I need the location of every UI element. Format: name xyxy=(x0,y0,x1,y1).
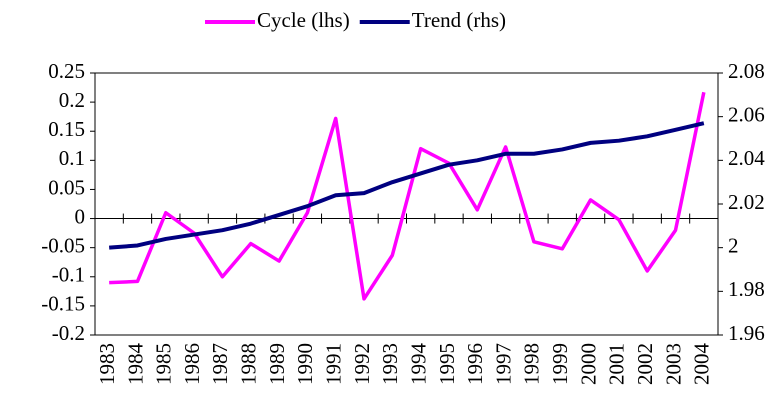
y-tick-label: 0.05 xyxy=(48,175,85,199)
x-tick-label: 1988 xyxy=(237,343,261,385)
y2-tick-label: 1.96 xyxy=(728,321,765,345)
series-line xyxy=(109,91,706,301)
y-tick-label: -0.1 xyxy=(52,263,85,287)
y-tick-label: 0.1 xyxy=(59,146,85,170)
x-tick-label: 2002 xyxy=(633,343,657,385)
legend-label: Cycle (lhs) xyxy=(257,8,350,32)
y2-tick-label: 2.08 xyxy=(728,59,765,83)
x-tick-label: 1998 xyxy=(520,343,544,385)
x-tick-label: 1993 xyxy=(378,343,402,385)
y2-tick-label: 2 xyxy=(728,233,739,257)
y2-tick-label: 2.02 xyxy=(728,190,765,214)
x-tick-label: 2000 xyxy=(576,343,600,385)
x-tick-label: 1990 xyxy=(293,343,317,385)
y2-tick-label: 2.06 xyxy=(728,102,765,126)
x-tick-label: 1994 xyxy=(406,343,430,386)
x-tick-label: 1997 xyxy=(491,343,515,385)
x-tick-label: 1992 xyxy=(350,343,374,385)
x-tick-label: 1986 xyxy=(180,343,204,385)
y-tick-label: -0.2 xyxy=(52,321,85,345)
series-line xyxy=(109,121,705,250)
x-tick-label: 1996 xyxy=(463,343,487,385)
y2-tick-label: 1.98 xyxy=(728,277,765,301)
x-tick-label: 1983 xyxy=(95,343,119,385)
y-tick-label: -0.15 xyxy=(41,292,85,316)
y-tick-label: 0.25 xyxy=(48,59,85,83)
y-tick-label: 0 xyxy=(75,204,86,228)
x-tick-label: 2004 xyxy=(690,343,714,386)
x-tick-label: 1999 xyxy=(548,343,572,385)
legend-label: Trend (rhs) xyxy=(412,8,506,32)
y2-tick-label: 2.04 xyxy=(728,146,765,170)
y-tick-label: -0.05 xyxy=(41,233,85,257)
x-tick-label: 1989 xyxy=(265,343,289,385)
x-tick-label: 1987 xyxy=(208,343,232,385)
y-tick-label: 0.2 xyxy=(59,88,85,112)
x-tick-label: 1995 xyxy=(435,343,459,385)
x-tick-label: 2003 xyxy=(661,343,685,385)
x-tick-label: 1991 xyxy=(322,343,346,385)
x-tick-label: 1985 xyxy=(152,343,176,385)
y-tick-label: 0.15 xyxy=(48,117,85,141)
x-tick-label: 1984 xyxy=(123,343,147,386)
x-tick-label: 2001 xyxy=(605,343,629,385)
